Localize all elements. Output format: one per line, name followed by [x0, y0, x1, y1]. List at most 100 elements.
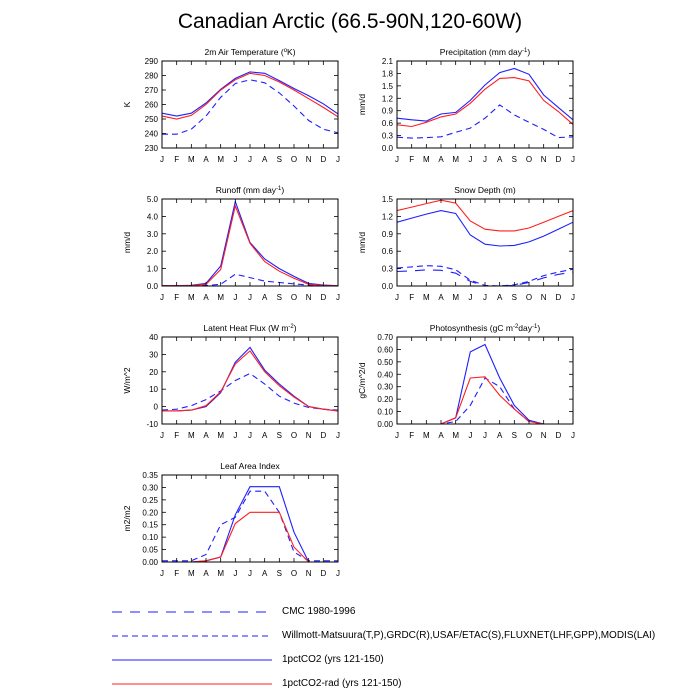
series-line-2	[397, 343, 573, 424]
x-tick-label: F	[174, 293, 179, 302]
x-tick-label: J	[483, 155, 487, 164]
panel-title: Latent Heat Flux (W m-2)	[203, 323, 296, 333]
x-tick-label: N	[306, 293, 312, 302]
x-tick-label: J	[160, 155, 164, 164]
x-tick-label: A	[497, 155, 503, 164]
x-tick-label: F	[409, 431, 414, 440]
plot-frame	[396, 60, 574, 149]
x-tick-label: O	[291, 155, 297, 164]
y-tick-label: 0.20	[142, 508, 158, 517]
y-tick-label: 0.00	[142, 558, 158, 567]
y-tick-label: 20	[149, 368, 158, 377]
x-tick-label: M	[217, 569, 224, 578]
x-tick-label: M	[217, 155, 224, 164]
legend-item: 1pctCO2 (yrs 121-150)	[112, 653, 672, 667]
legend-item: 1pctCO2-rad (yrs 121-150)	[112, 677, 672, 691]
series-group	[397, 67, 573, 139]
y-tick-label: 0.25	[142, 496, 158, 505]
x-tick-label: A	[203, 569, 209, 578]
series-line-3	[397, 210, 573, 247]
series-group	[162, 346, 338, 412]
y-tick-label: 1.5	[382, 195, 394, 204]
x-tick-label: D	[320, 293, 326, 302]
panel-title: Precipitation (mm day-1)	[440, 47, 531, 57]
y-tick-label: 250	[145, 115, 159, 124]
y-tick-label: 260	[145, 101, 159, 110]
x-tick-label: F	[174, 155, 179, 164]
series-group	[162, 199, 338, 286]
x-tick-label: M	[452, 155, 459, 164]
y-tick-label: 0.0	[147, 282, 159, 291]
legend-label: Willmott-Matsuura(T,P),GRDC(R),USAF/ETAC…	[282, 630, 656, 641]
y-tick-label: 280	[145, 72, 159, 81]
x-tick-label: N	[306, 431, 312, 440]
y-tick-label: 0.6	[382, 247, 394, 256]
x-tick-label: J	[395, 293, 399, 302]
x-tick-label: M	[188, 569, 195, 578]
chart-panel-6: J F M A M J J A S O N D J0.000.100.200.300.400.500.6…	[357, 323, 575, 440]
x-tick-label: S	[277, 155, 282, 164]
x-tick-label: M	[217, 431, 224, 440]
x-tick-label: J	[233, 431, 237, 440]
y-tick-label: 3.0	[147, 230, 159, 239]
y-tick-label: 1.2	[382, 212, 394, 221]
x-tick-label: J	[336, 431, 340, 440]
x-tick-label: D	[320, 431, 326, 440]
panel-title: 2m Air Temperature (oK)	[204, 47, 295, 57]
y-tick-label: 0.0	[382, 144, 394, 153]
y-axis-label: W/m^2	[122, 367, 132, 393]
x-tick-label: O	[526, 431, 532, 440]
figure-title: Canadian Arctic (66.5-90N,120-60W)	[177, 10, 523, 33]
x-tick-label: D	[555, 293, 561, 302]
series-group	[162, 486, 338, 562]
y-axis-label: gC/m^2/d	[357, 362, 367, 398]
x-tick-label: S	[512, 155, 517, 164]
x-tick-label: N	[541, 155, 547, 164]
x-tick-label: J	[248, 431, 252, 440]
series-line-1	[162, 79, 338, 135]
y-tick-label: 0.30	[377, 383, 393, 392]
x-tick-label: A	[203, 155, 209, 164]
x-tick-label: J	[233, 293, 237, 302]
x-tick-label: O	[526, 293, 532, 302]
x-tick-label: J	[233, 155, 237, 164]
y-axis-label: K	[122, 101, 132, 107]
x-tick-label: D	[555, 431, 561, 440]
x-tick-label: J	[160, 431, 164, 440]
y-tick-label: 0.3	[382, 132, 394, 141]
y-tick-label: 0.0	[382, 282, 394, 291]
series-line-1	[162, 372, 338, 411]
y-tick-label: 0.10	[142, 533, 158, 542]
y-tick-label: 0.15	[142, 521, 158, 530]
series-line-3	[162, 72, 338, 120]
x-tick-label: F	[174, 431, 179, 440]
x-tick-label: M	[188, 293, 195, 302]
x-tick-label: J	[248, 293, 252, 302]
x-tick-label: S	[277, 293, 282, 302]
x-tick-label: A	[262, 431, 268, 440]
x-tick-label: S	[277, 569, 282, 578]
x-tick-label: F	[409, 155, 414, 164]
y-tick-label: 1.0	[147, 265, 159, 274]
y-tick-label: 1.2	[382, 94, 394, 103]
y-tick-label: 0.35	[142, 471, 158, 480]
y-tick-label: -10	[146, 420, 158, 429]
x-tick-label: F	[409, 293, 414, 302]
legend-label: 1pctCO2-rad (yrs 121-150)	[282, 678, 402, 689]
x-tick-label: A	[262, 293, 268, 302]
x-tick-label: O	[291, 293, 297, 302]
y-axis-label: mm/d	[357, 94, 367, 116]
x-tick-label: J	[483, 293, 487, 302]
y-tick-label: 270	[145, 86, 159, 95]
x-tick-label: D	[320, 569, 326, 578]
y-tick-label: 0.6	[382, 119, 394, 128]
panel-title: Runoff (mm day-1)	[216, 185, 285, 195]
x-tick-label: J	[248, 569, 252, 578]
x-tick-label: J	[571, 293, 575, 302]
x-tick-label: N	[306, 155, 312, 164]
x-tick-label: J	[483, 431, 487, 440]
x-tick-label: A	[438, 431, 444, 440]
y-tick-label: 230	[145, 144, 159, 153]
legend-swatch	[112, 611, 272, 613]
